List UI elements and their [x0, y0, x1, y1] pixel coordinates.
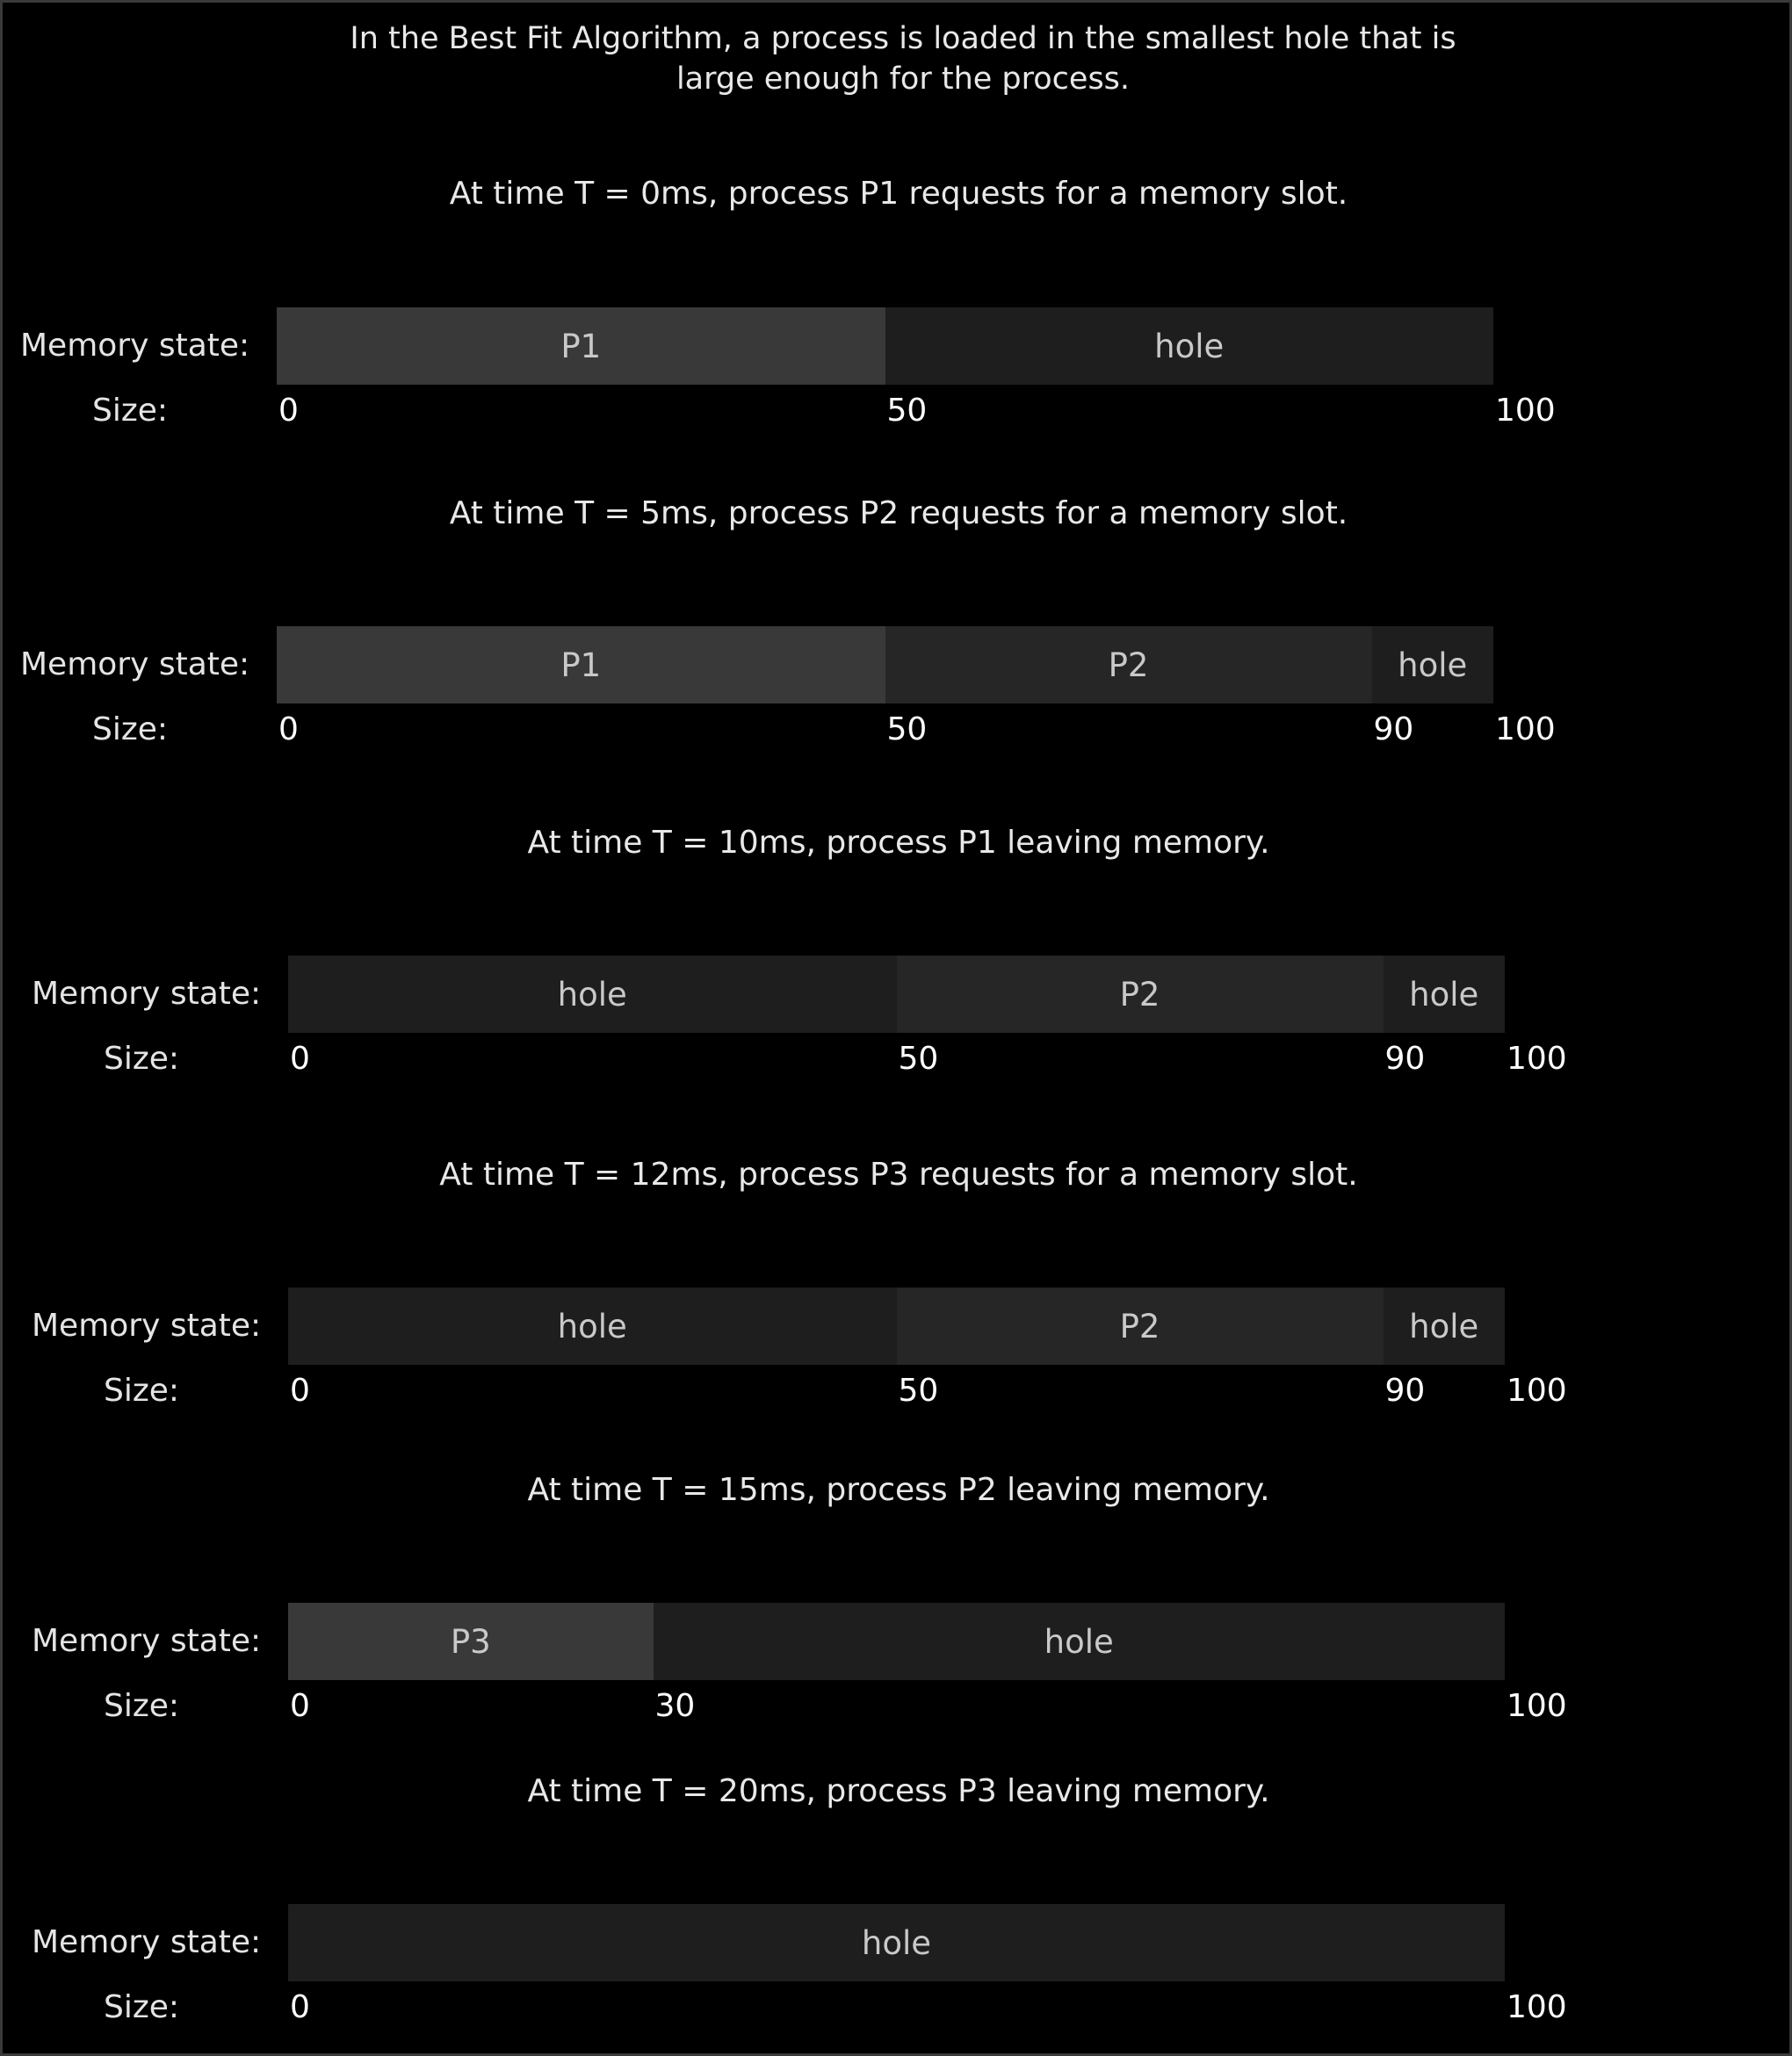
size-tick-label: 50	[898, 1373, 939, 1409]
intro-text: In the Best Fit Algorithm, a process is …	[266, 18, 1540, 99]
memory-process-block: P3	[288, 1603, 654, 1680]
size-tick-label: 100	[1507, 1989, 1567, 2025]
memory-hole: hole	[1371, 626, 1493, 703]
step-caption: At time T = 0ms, process P1 requests for…	[449, 176, 1348, 212]
step-caption: At time T = 15ms, process P2 leaving mem…	[527, 1472, 1270, 1508]
memory-bar: P1 P2 hole	[277, 626, 1493, 703]
size-tick-label: 100	[1507, 1688, 1567, 1724]
memory-state-label: Memory state:	[32, 1623, 262, 1659]
size-label: Size:	[104, 1373, 180, 1409]
intro-line-2: large enough for the process.	[676, 61, 1131, 97]
size-tick-label: 0	[290, 1688, 310, 1724]
size-tick-label: 0	[290, 1041, 310, 1077]
memory-hole: hole	[288, 1288, 897, 1365]
memory-bar: hole	[288, 1904, 1505, 1981]
size-tick-label: 30	[654, 1688, 696, 1724]
memory-hole: hole	[1383, 1288, 1505, 1365]
step-caption: At time T = 20ms, process P3 leaving mem…	[527, 1773, 1270, 1809]
step-caption: At time T = 10ms, process P1 leaving mem…	[527, 825, 1270, 861]
memory-bar: P1 hole	[277, 307, 1493, 385]
memory-bar: hole P2 hole	[288, 1288, 1505, 1365]
size-tick-label: 0	[290, 1989, 310, 2025]
size-tick-label: 50	[898, 1041, 939, 1077]
memory-bar: P3 hole	[288, 1603, 1505, 1680]
memory-hole: hole	[885, 307, 1493, 385]
size-tick-label: 50	[886, 393, 928, 429]
size-tick-label: 100	[1507, 1373, 1567, 1409]
memory-hole: hole	[1383, 956, 1505, 1033]
size-tick-label: 90	[1384, 1373, 1426, 1409]
memory-process-block: P1	[277, 307, 885, 385]
memory-state-label: Memory state:	[32, 1308, 262, 1344]
memory-state-label: Memory state:	[20, 328, 250, 364]
size-tick-label: 100	[1495, 711, 1556, 747]
step-caption: At time T = 5ms, process P2 requests for…	[449, 495, 1348, 531]
size-tick-label: 90	[1384, 1041, 1426, 1077]
memory-state-label: Memory state:	[32, 976, 262, 1012]
memory-process-block: P2	[885, 626, 1372, 703]
memory-bar: hole P2 hole	[288, 956, 1505, 1033]
memory-hole: hole	[653, 1603, 1505, 1680]
size-tick-label: 0	[278, 393, 299, 429]
size-label: Size:	[92, 393, 169, 429]
size-tick-label: 100	[1507, 1041, 1567, 1077]
step-caption: At time T = 12ms, process P3 requests fo…	[439, 1157, 1358, 1193]
memory-hole: hole	[288, 956, 897, 1033]
size-label: Size:	[104, 1041, 180, 1077]
size-tick-label: 90	[1373, 711, 1414, 747]
size-tick-label: 0	[290, 1373, 310, 1409]
memory-state-label: Memory state:	[20, 646, 250, 682]
size-tick-label: 50	[886, 711, 928, 747]
memory-process-block: P2	[896, 1288, 1384, 1365]
size-tick-label: 100	[1495, 393, 1556, 429]
memory-state-label: Memory state:	[32, 1924, 262, 1960]
memory-process-block: P1	[277, 626, 885, 703]
size-label: Size:	[92, 711, 169, 747]
size-tick-label: 0	[278, 711, 299, 747]
memory-hole: hole	[288, 1904, 1505, 1981]
memory-process-block: P2	[896, 956, 1384, 1033]
size-label: Size:	[104, 1688, 180, 1724]
size-label: Size:	[104, 1989, 180, 2025]
intro-line-1: In the Best Fit Algorithm, a process is …	[350, 21, 1456, 56]
